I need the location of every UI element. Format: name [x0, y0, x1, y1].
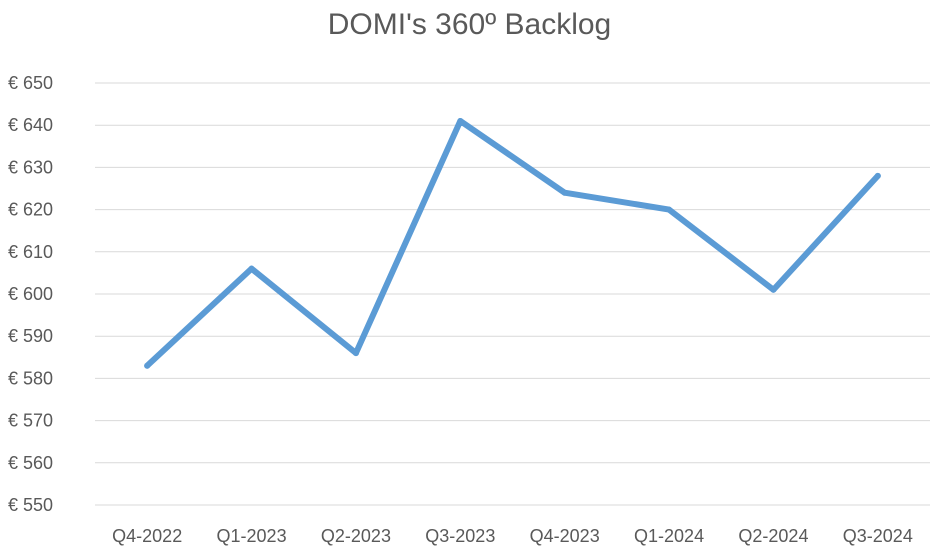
x-tick-label: Q2-2023 [321, 526, 391, 546]
data-point [248, 265, 255, 272]
x-axis-ticks: Q4-2022 Q1-2023 Q2-2023 Q3-2023 Q4-2023 Q1-20… [112, 526, 913, 546]
y-tick-label: € 620 [8, 200, 53, 220]
data-point [561, 189, 568, 196]
y-tick-label: € 600 [8, 284, 53, 304]
gridlines [95, 82, 930, 506]
chart-title: DOMI's 360º Backlog [327, 8, 612, 41]
data-point [666, 206, 673, 213]
y-tick-label: € 630 [8, 157, 53, 177]
x-tick-label: Q4-2023 [530, 526, 600, 546]
series-layer [144, 117, 881, 369]
x-tick-label: Q1-2023 [217, 526, 287, 546]
x-tick-label: Q3-2024 [843, 526, 913, 546]
x-tick-label: Q1-2024 [634, 526, 704, 546]
y-tick-label: € 640 [8, 115, 53, 135]
y-tick-label: € 590 [8, 326, 53, 346]
y-tick-label: € 610 [8, 242, 53, 262]
x-tick-label: Q4-2022 [112, 526, 182, 546]
data-point [144, 362, 151, 369]
y-tick-label: € 560 [8, 453, 53, 473]
series-line [144, 117, 881, 369]
data-point [457, 117, 464, 124]
y-axis-ticks: € 550 € 560 € 570 € 580 € 590 € 600 € 610 € 620… [8, 73, 53, 515]
data-point [874, 172, 881, 179]
x-tick-label: Q2-2024 [738, 526, 808, 546]
data-point [770, 286, 777, 293]
x-tick-label: Q3-2023 [425, 526, 495, 546]
y-tick-label: € 650 [8, 73, 53, 93]
y-tick-label: € 570 [8, 411, 53, 431]
y-tick-label: € 580 [8, 368, 53, 388]
y-tick-label: € 550 [8, 495, 53, 515]
data-point [352, 350, 359, 357]
